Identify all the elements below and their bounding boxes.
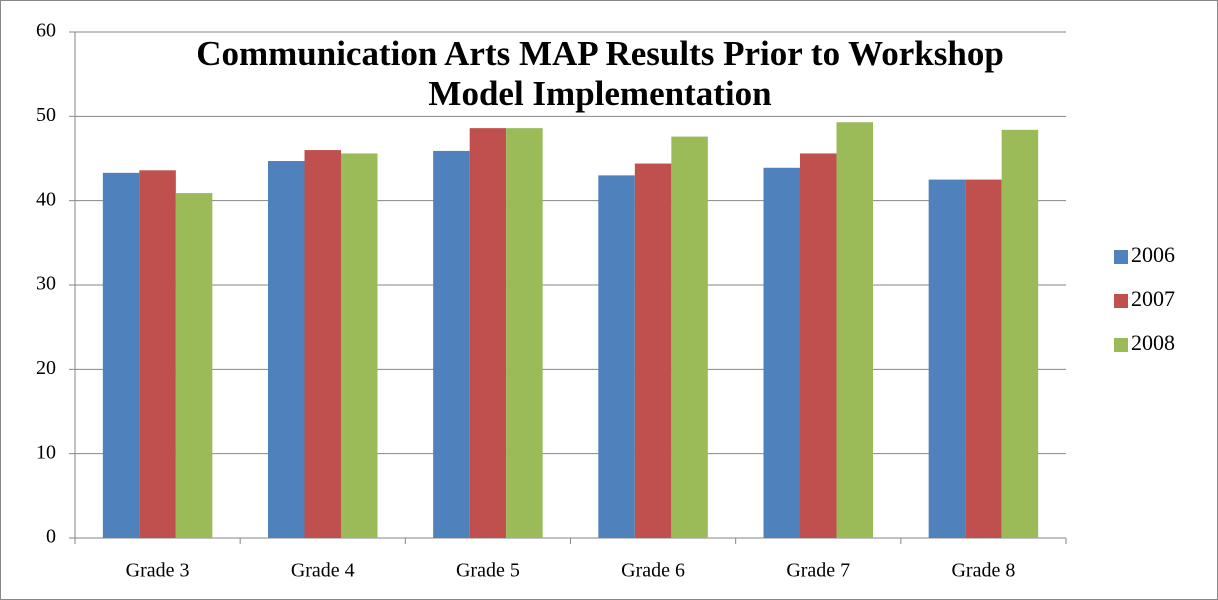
legend-swatch xyxy=(1114,250,1128,264)
x-tick-label: Grade 5 xyxy=(456,560,520,582)
x-tick-label: Grade 7 xyxy=(786,560,850,582)
bar xyxy=(469,128,507,538)
y-tick-label: 60 xyxy=(36,20,56,42)
bar xyxy=(671,136,708,538)
bar xyxy=(506,128,543,538)
y-tick-label: 0 xyxy=(46,526,56,548)
bar xyxy=(763,167,800,538)
y-tick-label: 30 xyxy=(36,273,56,295)
bar xyxy=(341,153,378,538)
chart-title: Communication Arts MAP Results Prior to … xyxy=(196,34,1004,113)
bar xyxy=(268,161,305,538)
legend-swatch xyxy=(1114,294,1128,308)
bar xyxy=(102,172,140,538)
bar xyxy=(433,150,470,538)
bar xyxy=(139,170,176,538)
x-tick-label: Grade 8 xyxy=(951,560,1015,582)
bar xyxy=(836,122,873,538)
y-tick-label: 50 xyxy=(36,104,56,126)
bar xyxy=(634,163,672,538)
bar xyxy=(928,179,966,539)
y-tick-label: 10 xyxy=(36,441,56,463)
bar xyxy=(800,153,837,538)
legend-label: 2008 xyxy=(1131,330,1175,355)
bar xyxy=(965,179,1002,539)
legend-label: 2007 xyxy=(1131,286,1175,311)
bar xyxy=(598,175,635,538)
x-tick-label: Grade 6 xyxy=(621,560,685,582)
bar xyxy=(175,193,213,538)
bar xyxy=(304,150,341,539)
x-tick-label: Grade 4 xyxy=(291,560,355,582)
legend-label: 2006 xyxy=(1131,242,1175,267)
y-tick-label: 20 xyxy=(36,357,56,379)
legend-swatch xyxy=(1114,338,1128,352)
bar xyxy=(1001,129,1039,538)
y-tick-label: 40 xyxy=(36,188,56,210)
x-tick-label: Grade 3 xyxy=(126,560,190,582)
